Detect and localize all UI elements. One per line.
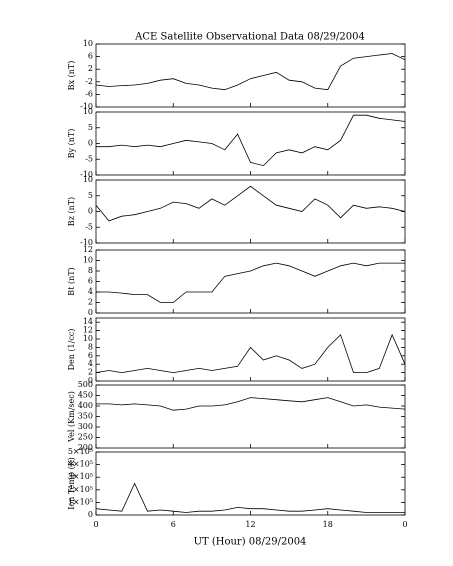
y-tick-label: 8	[88, 342, 93, 351]
y-tick-label: 2×10⁵	[68, 485, 93, 494]
y-tick-label: 10	[83, 39, 93, 48]
y-tick-label: -10	[80, 102, 93, 111]
y-tick-label: 5×10⁵	[68, 447, 93, 456]
panel-frame	[95, 43, 406, 108]
y-axis-label: Ion Temp (K)	[67, 457, 76, 510]
y-tick-label: 0	[88, 207, 93, 216]
y-tick-label: -5	[85, 222, 93, 231]
data-line	[95, 482, 405, 513]
y-tick-label: -6	[85, 89, 93, 98]
y-axis-label: Bz (nT)	[67, 197, 76, 226]
y-tick-label: 250	[78, 433, 93, 442]
y-tick-label: 12	[83, 245, 93, 254]
y-tick-label: 0	[88, 308, 93, 317]
y-tick-label: 6	[88, 351, 93, 360]
y-tick-label: 6	[88, 52, 93, 61]
data-line	[95, 185, 406, 222]
y-tick-label: 10	[83, 107, 93, 116]
y-tick-label: 3×10⁵	[68, 472, 93, 481]
panel-frame	[95, 111, 406, 176]
y-tick-label: 0	[88, 139, 93, 148]
y-tick-label: 14	[83, 317, 93, 326]
panel-frame	[95, 451, 406, 516]
y-tick-label: -10	[80, 238, 93, 247]
panel-frame	[95, 317, 406, 382]
panel-frame	[95, 249, 406, 314]
y-tick-label: 1×10⁵	[68, 497, 93, 506]
y-axis-label: Bt (nT)	[67, 267, 76, 295]
y-tick-label: -2	[85, 77, 93, 86]
y-tick-label: 12	[83, 326, 93, 335]
y-tick-label: 4	[88, 359, 93, 368]
y-tick-label: 200	[78, 443, 93, 452]
data-line	[95, 333, 406, 374]
y-tick-label: 350	[78, 412, 93, 421]
y-tick-label: 2	[88, 298, 93, 307]
x-axis-label: UT (Hour) 08/29/2004	[194, 537, 307, 548]
chart-title: ACE Satellite Observational Data 08/29/2…	[134, 32, 365, 43]
y-tick-label: 10	[83, 256, 93, 265]
y-axis-label: Vel (Km/sec)	[67, 391, 76, 443]
y-tick-label: 500	[78, 380, 93, 389]
y-axis-label: By (nT)	[67, 129, 76, 159]
y-tick-label: 300	[78, 422, 93, 431]
y-tick-label: 400	[78, 401, 93, 410]
data-line	[96, 397, 406, 411]
y-axis-label: Bx (nT)	[67, 61, 76, 91]
y-tick-label: 2	[88, 368, 93, 377]
y-tick-label: 0	[88, 510, 93, 519]
data-line	[96, 114, 406, 167]
x-tick-label: 6	[171, 520, 176, 529]
y-tick-label: 4×10⁵	[68, 460, 93, 469]
x-tick-label: 0	[402, 520, 407, 529]
y-tick-label: 2	[88, 64, 93, 73]
y-tick-label: -10	[80, 170, 93, 179]
data-line	[96, 262, 405, 303]
y-tick-label: 4	[88, 287, 93, 296]
x-tick-label: 18	[323, 520, 333, 529]
y-tick-label: 5	[88, 191, 93, 200]
x-tick-label: 12	[245, 520, 255, 529]
panel-frame	[95, 384, 406, 449]
y-tick-label: 10	[83, 175, 93, 184]
y-tick-label: 450	[78, 391, 93, 400]
y-tick-label: -5	[85, 154, 93, 163]
x-tick-label: 0	[93, 520, 98, 529]
data-line	[95, 53, 406, 91]
y-tick-label: 0	[88, 376, 93, 385]
panel-frame	[95, 179, 406, 244]
y-tick-label: 6	[88, 277, 93, 286]
y-tick-label: 10	[83, 334, 93, 343]
y-tick-label: 5	[88, 123, 93, 132]
y-axis-label: Den (1/cc)	[67, 329, 76, 371]
y-tick-label: 8	[88, 266, 93, 275]
